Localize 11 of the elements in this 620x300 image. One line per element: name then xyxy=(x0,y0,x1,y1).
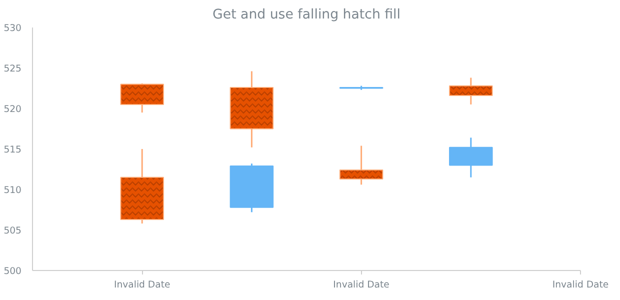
x-tick-label: Invalid Date xyxy=(333,280,390,290)
x-tick-label: Invalid Date xyxy=(552,280,609,290)
x-tick-label: Invalid Date xyxy=(114,280,170,290)
y-tick-label: 515 xyxy=(4,144,22,156)
chart-title: Get and use falling hatch fill xyxy=(212,8,400,22)
y-tick-label: 525 xyxy=(4,64,22,74)
y-tick-label: 510 xyxy=(4,185,22,196)
y-tick-label: 505 xyxy=(4,226,22,236)
y-tick-label: 500 xyxy=(4,266,22,277)
y-tick-label: 530 xyxy=(4,23,22,34)
y-tick-label: 520 xyxy=(4,104,22,115)
